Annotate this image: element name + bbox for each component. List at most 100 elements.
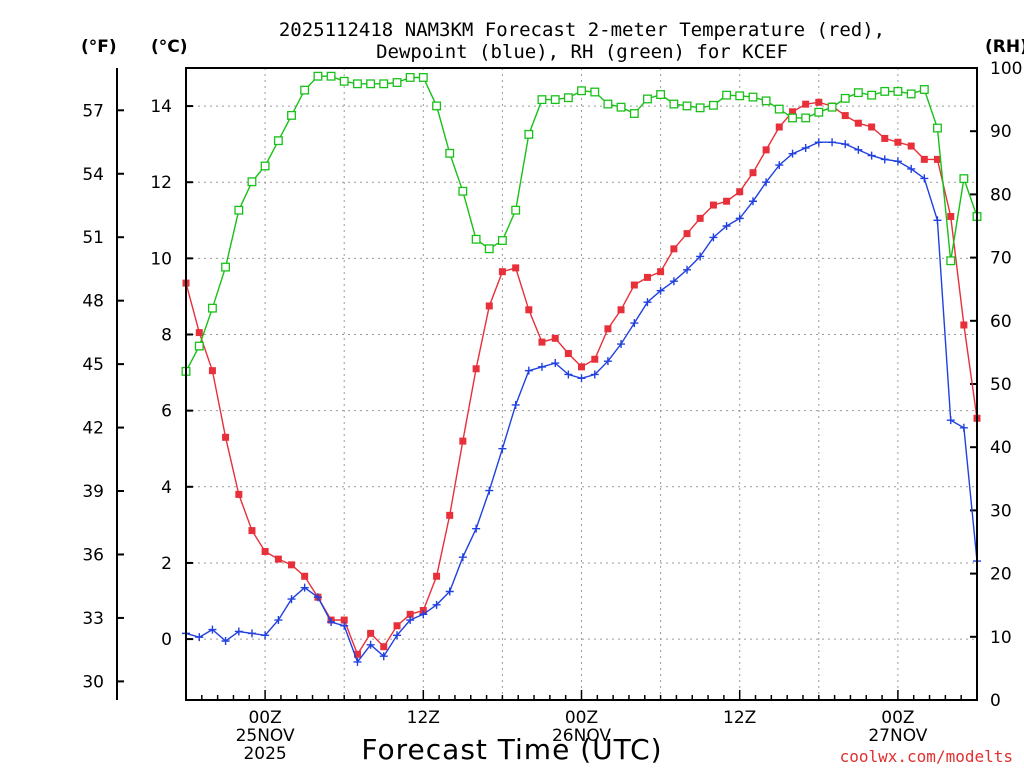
temperature-point: [195, 329, 203, 337]
plot-frame: [185, 67, 978, 701]
temperature-point: [683, 230, 691, 238]
fahrenheit-tick-label: 45: [82, 355, 104, 375]
dewpoint-point: [709, 233, 718, 242]
rh-point: [735, 91, 745, 101]
dewpoint-point: [683, 265, 692, 274]
rh-point: [260, 161, 270, 171]
rh-point: [471, 234, 481, 244]
rh-point: [959, 174, 969, 184]
fahrenheit-tick-label: 39: [82, 482, 104, 502]
rh-point: [629, 109, 639, 118]
temperature-point: [762, 146, 770, 154]
temperature-point: [485, 302, 493, 310]
celsius-tick-label: 6: [161, 402, 172, 422]
temperature-point: [222, 433, 230, 441]
temperature-point: [525, 306, 533, 314]
temperature-point: [630, 281, 638, 289]
temperature-point: [288, 561, 296, 569]
temperature-point: [709, 201, 717, 209]
temperature-point: [907, 142, 915, 150]
temperature-point: [960, 321, 968, 329]
rh-point: [247, 177, 257, 187]
rh-point: [603, 99, 613, 109]
dewpoint-point: [195, 633, 204, 642]
celsius-tick-label: 8: [161, 326, 172, 346]
temperature-point: [446, 511, 454, 519]
dewpoint-point: [590, 370, 599, 379]
x-tick-label: 2025: [243, 744, 286, 764]
rh-point: [788, 113, 797, 123]
temperature-point: [920, 155, 928, 163]
rh-point: [801, 113, 811, 123]
rh-point: [287, 110, 296, 120]
rh-point: [445, 148, 455, 158]
rh-point: [326, 71, 336, 81]
temperature-point: [775, 123, 783, 131]
temperature-point: [604, 325, 612, 333]
fahrenheit-axis: 30 33 36 39 42 45 48 51 54 57: [82, 68, 124, 700]
rh-point: [708, 100, 718, 110]
dewpoint-point: [472, 524, 481, 533]
temperature-point: [591, 355, 599, 363]
temperature-point: [248, 527, 256, 535]
rh-point: [300, 85, 310, 95]
dewpoint-point: [893, 157, 902, 166]
temperature-point: [459, 437, 467, 445]
temperature-point: [353, 650, 361, 658]
rh-point: [893, 86, 903, 96]
rh-tick-label: 100: [990, 59, 1022, 79]
x-tick-label: 12Z: [723, 708, 756, 728]
dewpoint-point: [880, 155, 889, 164]
dewpoint-point: [458, 553, 467, 562]
rh-point: [867, 90, 877, 100]
temperature-point: [235, 490, 243, 498]
rh-point: [880, 86, 890, 96]
rh-point: [221, 262, 230, 272]
chart-title: 2025112418 NAM3KM Forecast 2-meter Tempe…: [279, 19, 885, 63]
temperature-point: [868, 123, 876, 131]
temperature-point: [261, 548, 269, 556]
dewpoint-point: [801, 143, 810, 152]
dewpoint-point: [814, 138, 823, 147]
dewpoint-point: [933, 216, 942, 225]
rh-tick-label: 20: [990, 565, 1012, 585]
dewpoint-point: [630, 319, 639, 328]
rh-point: [392, 78, 402, 87]
dewpoint-point: [841, 140, 850, 149]
dewpoint-point: [828, 138, 837, 147]
dewpoint-point: [564, 370, 573, 379]
dewpoint-point: [617, 340, 626, 349]
dewpoint-point: [340, 621, 349, 630]
dewpoint-point: [524, 366, 533, 375]
rh-point: [616, 102, 626, 112]
rh-point: [933, 123, 942, 133]
dewpoint-point: [208, 625, 217, 634]
series-temperature: [182, 98, 981, 658]
temperature-point: [538, 338, 546, 346]
temperature-point: [578, 363, 585, 371]
temperature-point: [947, 212, 955, 220]
temperature-point: [380, 643, 388, 651]
dewpoint-point: [261, 631, 270, 640]
celsius-tick-label: 10: [150, 249, 172, 269]
rh-point: [722, 90, 732, 100]
dewpoint-point: [788, 149, 797, 158]
dewpoint-point: [643, 298, 652, 307]
temperature-point: [736, 188, 744, 196]
rh-point: [590, 87, 600, 97]
rh-point: [207, 303, 217, 313]
dewpoint-point: [366, 640, 375, 649]
dewpoint-point: [722, 222, 731, 230]
dewpoint-point: [656, 286, 665, 295]
dewpoint-point: [511, 400, 520, 409]
rh-point: [577, 86, 586, 96]
rh-tick-label: 60: [990, 312, 1012, 332]
dewpoint-point: [287, 595, 296, 604]
temperature-point: [301, 572, 309, 580]
rh-point: [946, 256, 956, 266]
dewpoint-point: [762, 178, 771, 187]
chart-title-line-1: 2025112418 NAM3KM Forecast 2-meter Tempe…: [279, 19, 885, 41]
dewpoint-point: [959, 423, 968, 432]
celsius-tick-label: 12: [150, 173, 172, 193]
